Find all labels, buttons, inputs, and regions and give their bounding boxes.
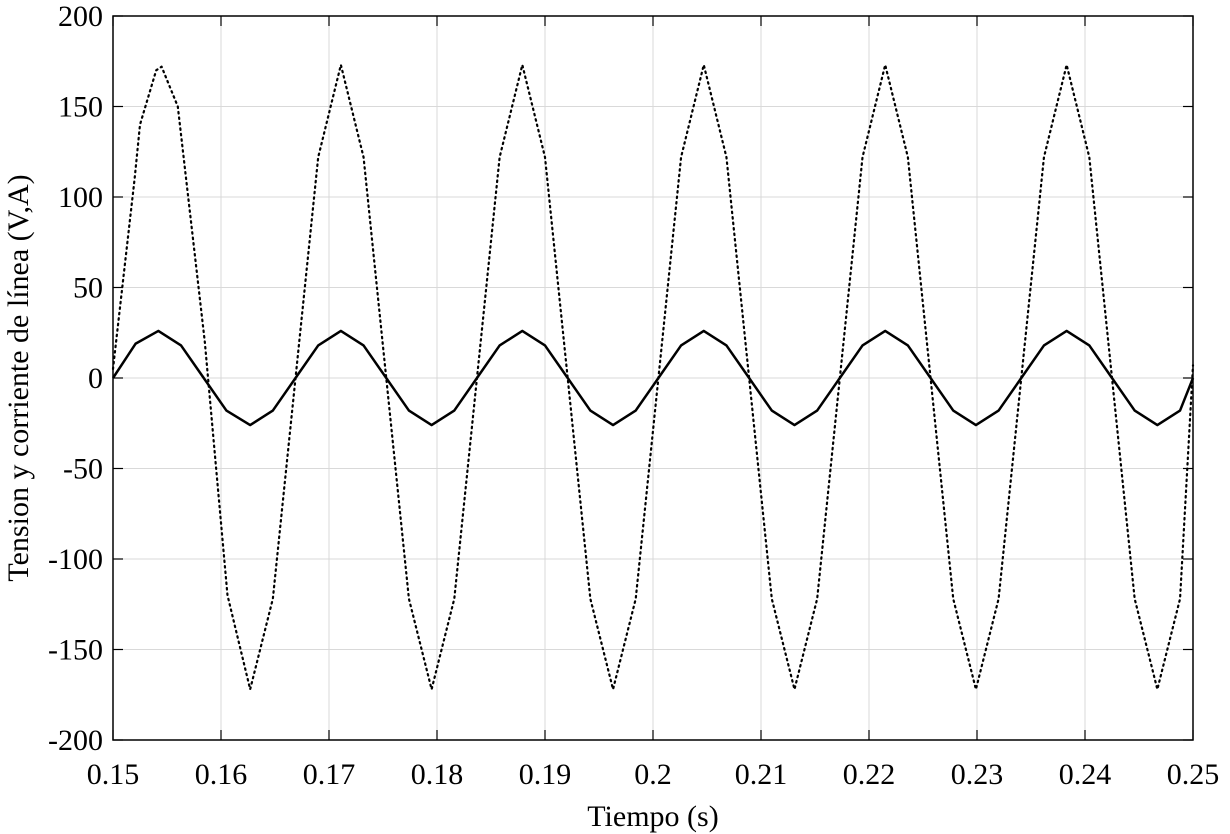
x-tick-label: 0.16 — [195, 758, 248, 791]
y-tick-label: -50 — [63, 453, 103, 486]
x-tick-label: 0.17 — [303, 758, 356, 791]
x-tick-label: 0.25 — [1167, 758, 1220, 791]
y-tick-label: -100 — [48, 543, 103, 576]
current-series-line — [111, 329, 1195, 427]
x-tick-label: 0.22 — [843, 758, 896, 791]
x-tick-label: 0.21 — [735, 758, 788, 791]
y-axis-title: Tension y corriente de línea (V,A) — [2, 174, 35, 581]
x-tick-label: 0.18 — [411, 758, 464, 791]
x-tick-label: 0.15 — [87, 758, 140, 791]
grid — [112, 15, 1194, 741]
y-tick-labels: -200 -150 -100 -50 0 50 100 150 200 — [48, 0, 103, 757]
y-tick-label: 0 — [88, 362, 103, 395]
x-tick-label: 0.2 — [634, 758, 672, 791]
y-tick-label: -150 — [48, 634, 103, 667]
y-tick-label: 50 — [73, 272, 103, 305]
y-tick-label: -200 — [48, 724, 103, 757]
ticks — [112, 15, 1194, 741]
y-tick-label: 150 — [58, 91, 103, 124]
x-tick-label: 0.23 — [951, 758, 1004, 791]
x-tick-label: 0.24 — [1059, 758, 1112, 791]
y-tick-label: 100 — [58, 181, 103, 214]
x-tick-labels: 0.15 0.16 0.17 0.18 0.19 0.2 0.21 0.22 0.23 0.24 0… — [87, 758, 1220, 791]
y-tick-label: 200 — [58, 0, 103, 33]
x-axis-title: Tiempo (s) — [587, 800, 718, 833]
x-tick-label: 0.19 — [519, 758, 572, 791]
series-layer — [111, 63, 1195, 691]
